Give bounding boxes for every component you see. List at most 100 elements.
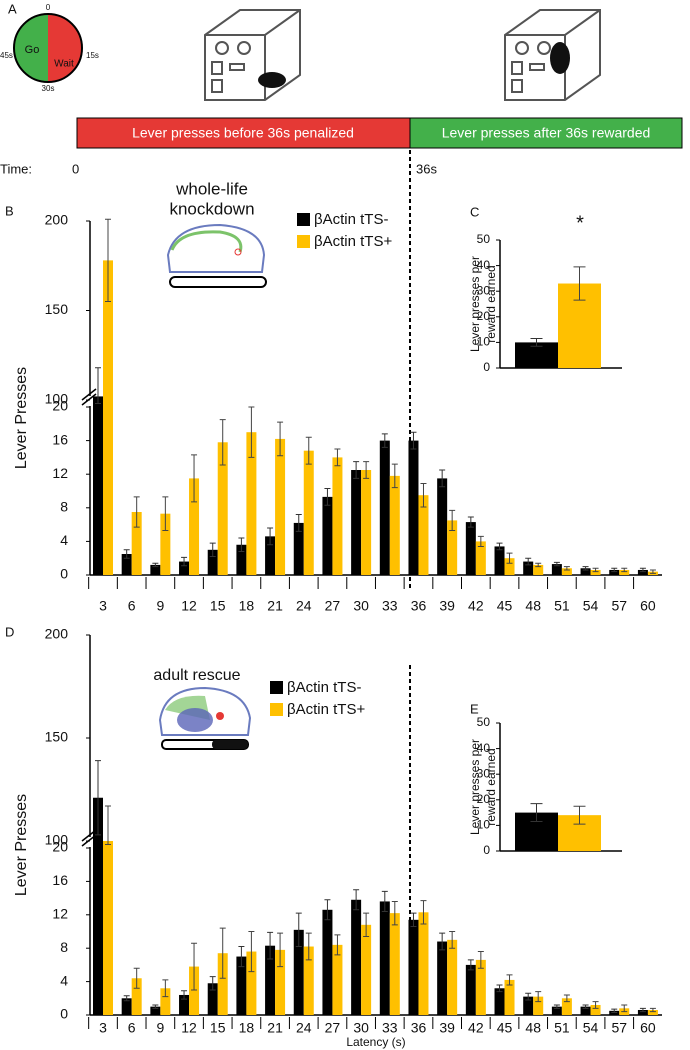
error-bar (391, 900, 398, 926)
x-tick-label: 39 (439, 1020, 455, 1036)
x-tick-label: 3 (99, 1020, 107, 1036)
bar (475, 959, 486, 1015)
error-bar (277, 421, 284, 457)
x-tick-label: 36 (411, 1020, 427, 1036)
bar (465, 522, 476, 575)
bar (150, 1006, 161, 1015)
bar (103, 841, 113, 1015)
bar (475, 541, 486, 575)
error-bar (449, 931, 456, 949)
bar (361, 470, 372, 575)
bar (160, 513, 171, 575)
x-tick-label: 3 (99, 598, 107, 614)
clock-rim (13, 13, 83, 83)
error-bar (477, 535, 484, 547)
bar (322, 496, 333, 575)
error-bar (639, 567, 646, 573)
x-tick-label: 21 (267, 1020, 283, 1036)
bar (265, 945, 276, 1015)
error-bar (133, 967, 140, 989)
bar (131, 978, 142, 1015)
bar (322, 909, 333, 1015)
x-tick-label: 45 (497, 598, 513, 614)
error-bar (219, 927, 226, 979)
x-tick-label: 27 (325, 1020, 341, 1036)
error-bar (381, 433, 388, 448)
bar (236, 544, 247, 575)
y-tick-label: 20 (52, 839, 68, 855)
x-tick-label: 51 (554, 1020, 570, 1036)
clock-tick: 15s (86, 51, 99, 60)
y-tick-label: 8 (60, 939, 68, 955)
error-bar (295, 514, 302, 532)
x-tick-label: 15 (210, 1020, 226, 1036)
bar (121, 998, 132, 1015)
bar (265, 536, 276, 575)
error-bar (363, 912, 370, 938)
y-tick-label: 30 (477, 766, 491, 780)
error-bar (611, 1008, 618, 1013)
legend-label: βActin tTS- (314, 211, 388, 228)
bar (189, 478, 200, 575)
x-tick-label: 6 (128, 598, 136, 614)
x-tick-label: 6 (128, 1020, 136, 1036)
error-bar (621, 1004, 628, 1013)
bar (103, 260, 113, 575)
x-tick-label: 48 (525, 598, 541, 614)
bar (533, 996, 544, 1015)
y-tick-label: 16 (52, 431, 68, 447)
y-tick-label: 0 (60, 566, 68, 582)
y-axis-label: reward earned (484, 748, 498, 825)
error-bar (573, 266, 586, 301)
clock: 0 15s 30s 45s Go Wait (0, 3, 99, 93)
bar (179, 561, 190, 575)
error-bar (363, 461, 370, 479)
panel-label: B (5, 203, 14, 218)
x-tick-label: 42 (468, 1020, 484, 1036)
error-bar (238, 946, 245, 968)
y-axis-label: Lever Presses (13, 794, 30, 896)
y-tick-label: 20 (477, 792, 491, 806)
bar (580, 568, 591, 575)
y-tick-label: 50 (477, 715, 491, 729)
error-bar (324, 487, 331, 506)
annotation: * (576, 212, 584, 234)
legend-swatch (297, 213, 310, 226)
bar (332, 457, 343, 575)
error-bar (496, 542, 503, 551)
clock-go-label: Go (25, 44, 40, 56)
bar (561, 998, 572, 1015)
error-bar (191, 454, 198, 503)
x-tick-label: 39 (439, 598, 455, 614)
bar (523, 996, 534, 1015)
y-tick-label: 4 (60, 972, 68, 988)
error-bar (152, 1004, 159, 1009)
y-tick-label: 0 (483, 843, 490, 857)
bar (637, 569, 648, 575)
bar (447, 520, 458, 575)
bar (293, 522, 304, 575)
legend-swatch (270, 681, 283, 694)
bar (465, 964, 476, 1015)
error-bar (592, 567, 599, 573)
error-bar (477, 951, 484, 969)
x-tick-label: 33 (382, 1020, 398, 1036)
bar (494, 988, 505, 1015)
bar (580, 1006, 591, 1015)
error-bar (535, 991, 542, 1003)
bar (379, 440, 390, 575)
y-axis-label: Lever presses per (468, 739, 482, 835)
error-bar (105, 805, 111, 845)
y-tick-label: 10 (477, 335, 491, 349)
error-bar (209, 542, 216, 558)
y-tick-label: 20 (52, 398, 68, 414)
timeline-label: Lever presses after 36s rewarded (442, 125, 651, 141)
bar (361, 924, 372, 1015)
icon-label: whole-life (175, 179, 248, 198)
x-tick-label: 33 (382, 598, 398, 614)
bar (418, 495, 429, 575)
y-tick-label: 4 (60, 532, 68, 548)
y-tick-label: 12 (52, 906, 68, 922)
panel-label: D (5, 624, 14, 639)
y-tick-label: 40 (477, 258, 491, 272)
